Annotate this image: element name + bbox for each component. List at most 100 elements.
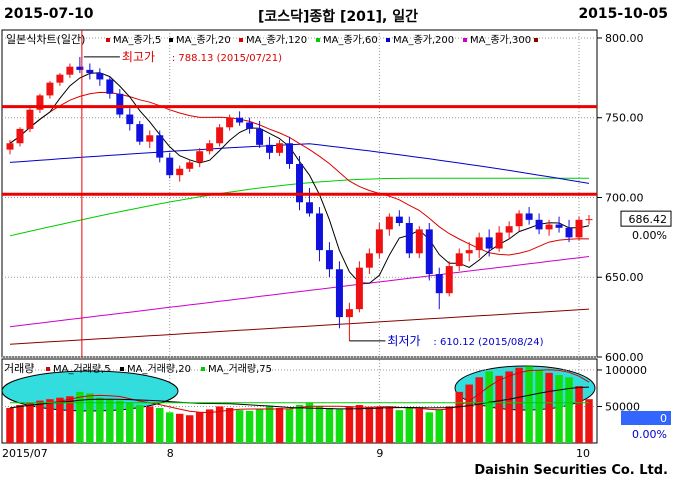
candle-body[interactable]	[555, 224, 563, 228]
candle-body[interactable]	[116, 93, 124, 115]
candle-body[interactable]	[365, 253, 373, 268]
candle-body[interactable]	[256, 128, 264, 145]
volume-bar[interactable]	[505, 371, 513, 443]
candle-body[interactable]	[455, 253, 463, 267]
candle-body[interactable]	[535, 219, 543, 230]
candle-body[interactable]	[375, 229, 383, 254]
volume-bar[interactable]	[455, 391, 463, 443]
volume-bar[interactable]	[255, 409, 264, 443]
volume-bar[interactable]	[445, 406, 453, 443]
candle-body[interactable]	[565, 227, 573, 238]
candle-body[interactable]	[515, 213, 523, 227]
volume-bar[interactable]	[155, 407, 164, 443]
candle-body[interactable]	[46, 82, 54, 96]
volume-bar[interactable]	[525, 366, 533, 443]
candle-body[interactable]	[385, 216, 393, 230]
volume-bar[interactable]	[495, 375, 503, 443]
candle-body[interactable]	[335, 269, 343, 318]
volume-bar[interactable]	[405, 407, 414, 443]
candle-body[interactable]	[425, 229, 433, 275]
candle-body[interactable]	[216, 127, 224, 144]
candle-body[interactable]	[575, 219, 583, 238]
candle-body[interactable]	[56, 74, 64, 83]
candle-body[interactable]	[545, 224, 553, 230]
candle-body[interactable]	[495, 232, 503, 249]
volume-bar[interactable]	[345, 406, 354, 443]
volume-bar[interactable]	[96, 397, 104, 443]
candle-body[interactable]	[86, 69, 94, 74]
volume-bar[interactable]	[116, 400, 124, 443]
volume-bar[interactable]	[285, 408, 294, 443]
volume-bar[interactable]	[415, 408, 424, 443]
volume-bar[interactable]	[185, 415, 194, 443]
candle-body[interactable]	[296, 163, 303, 203]
candle-body[interactable]	[36, 95, 44, 110]
volume-bar[interactable]	[475, 377, 483, 443]
volume-bar[interactable]	[6, 407, 14, 443]
volume-bar[interactable]	[16, 405, 24, 443]
volume-bar[interactable]	[585, 399, 593, 443]
candle-body[interactable]	[146, 135, 154, 142]
volume-bar[interactable]	[315, 406, 324, 443]
candle-body[interactable]	[286, 143, 294, 164]
volume-bar[interactable]	[335, 409, 344, 443]
volume-bar[interactable]	[205, 409, 214, 443]
candle-body[interactable]	[315, 213, 323, 251]
volume-bar[interactable]	[305, 402, 314, 443]
volume-bar[interactable]	[36, 400, 44, 443]
volume-bar[interactable]	[435, 409, 444, 443]
candle-body[interactable]	[525, 213, 533, 220]
volume-bar[interactable]	[365, 407, 374, 443]
candle-body[interactable]	[305, 202, 313, 214]
candle-body[interactable]	[475, 237, 483, 251]
volume-bar[interactable]	[385, 407, 394, 443]
volume-bar[interactable]	[565, 377, 573, 443]
volume-bar[interactable]	[56, 397, 64, 443]
volume-bar[interactable]	[165, 412, 174, 443]
candle-body[interactable]	[96, 73, 104, 80]
candle-body[interactable]	[246, 122, 254, 129]
volume-bar[interactable]	[175, 413, 184, 443]
volume-bar[interactable]	[86, 393, 94, 443]
volume-bar[interactable]	[66, 396, 74, 443]
candle-body[interactable]	[26, 109, 34, 129]
candle-body[interactable]	[276, 143, 284, 153]
candle-body[interactable]	[196, 151, 204, 163]
volume-bar[interactable]	[465, 384, 473, 443]
volume-bar[interactable]	[136, 405, 144, 443]
volume-bar[interactable]	[575, 386, 583, 443]
candle-body[interactable]	[166, 157, 174, 176]
candle-body[interactable]	[405, 223, 413, 254]
candle-body[interactable]	[156, 135, 164, 158]
candle-body[interactable]	[355, 267, 363, 310]
volume-bar[interactable]	[515, 367, 523, 443]
volume-bar[interactable]	[215, 406, 224, 443]
volume-bar[interactable]	[395, 410, 404, 443]
candle-body[interactable]	[415, 229, 423, 254]
volume-bar[interactable]	[146, 406, 154, 443]
candle-body[interactable]	[136, 124, 144, 142]
candle-body[interactable]	[186, 162, 194, 169]
candle-body[interactable]	[266, 144, 274, 153]
volume-bar[interactable]	[425, 412, 434, 443]
volume-bar[interactable]	[295, 405, 304, 443]
candle-body[interactable]	[76, 66, 84, 70]
volume-bar[interactable]	[46, 399, 54, 443]
candle-body[interactable]	[16, 128, 24, 144]
volume-bar[interactable]	[375, 406, 384, 443]
volume-bar[interactable]	[535, 369, 543, 443]
candle-body[interactable]	[395, 216, 403, 224]
candle-body[interactable]	[465, 250, 473, 254]
candle-body[interactable]	[66, 66, 74, 75]
volume-bar[interactable]	[545, 372, 553, 443]
candle-body[interactable]	[106, 79, 114, 94]
candle-body[interactable]	[236, 117, 244, 123]
candle-body[interactable]	[435, 274, 443, 294]
volume-bar[interactable]	[485, 371, 493, 443]
volume-bar[interactable]	[76, 391, 84, 443]
volume-bar[interactable]	[235, 410, 244, 443]
candle-body[interactable]	[176, 168, 184, 176]
candle-body[interactable]	[445, 266, 453, 294]
volume-bar[interactable]	[225, 407, 234, 443]
